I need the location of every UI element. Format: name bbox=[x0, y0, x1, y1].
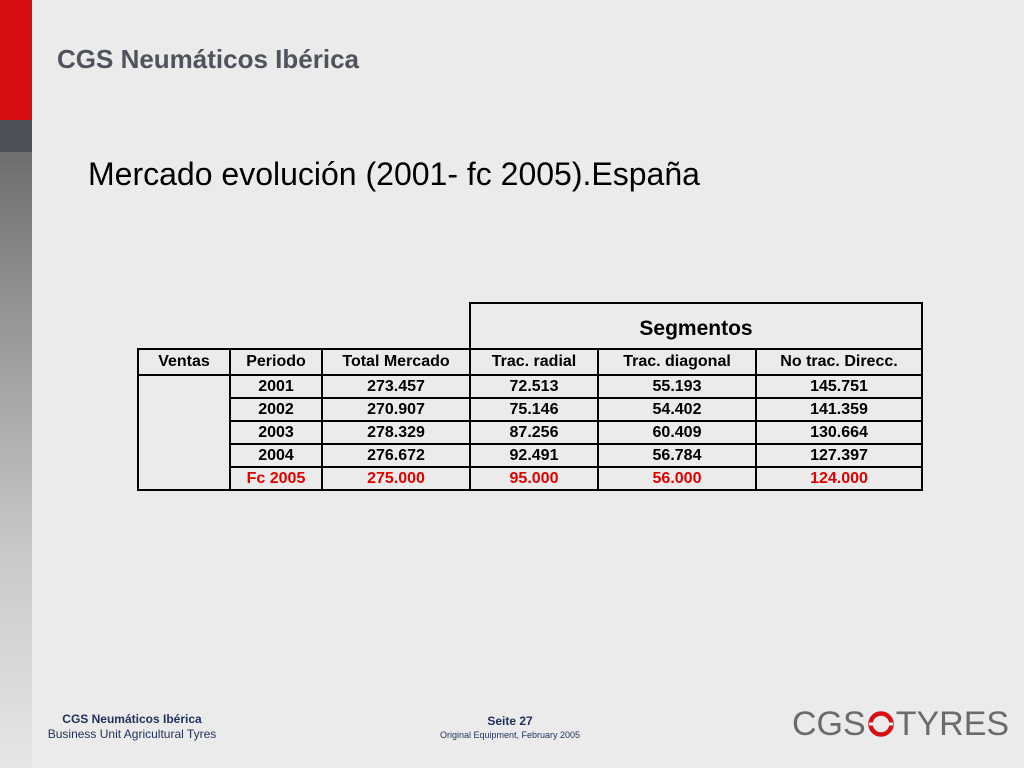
col-header-no-trac-direcc: No trac. Direcc. bbox=[755, 348, 923, 376]
col-header-ventas: Ventas bbox=[137, 348, 231, 376]
cell-notrac: 145.751 bbox=[755, 374, 923, 399]
cell-periodo: 2004 bbox=[229, 443, 323, 468]
cell-diagonal: 55.193 bbox=[597, 374, 757, 399]
table-row: 2003 278.329 87.256 60.409 130.664 bbox=[138, 420, 923, 445]
cell-periodo: 2002 bbox=[229, 397, 323, 422]
table-header-row: Ventas Periodo Total Mercado Trac. radia… bbox=[137, 348, 923, 376]
cgs-tyres-logo: CGS TYRES bbox=[792, 703, 1009, 745]
cell-radial: 72.513 bbox=[469, 374, 599, 399]
market-table: Segmentos Ventas Periodo Total Mercado T… bbox=[137, 302, 923, 491]
cell-notrac: 127.397 bbox=[755, 443, 923, 468]
logo-text-left: CGS bbox=[792, 704, 866, 743]
footer-subtitle: Original Equipment, February 2005 bbox=[439, 730, 581, 740]
table-row: 2001 273.457 72.513 55.193 145.751 bbox=[137, 374, 923, 491]
cell-radial: 87.256 bbox=[469, 420, 599, 445]
slide-title: Mercado evolución (2001- fc 2005).España bbox=[88, 156, 700, 192]
table-row-forecast: Fc 2005 275.000 95.000 56.000 124.000 bbox=[138, 466, 923, 491]
cell-radial: 75.146 bbox=[469, 397, 599, 422]
cell-notrac: 124.000 bbox=[755, 466, 923, 491]
left-bar-red-block bbox=[0, 0, 32, 120]
col-header-periodo: Periodo bbox=[229, 348, 323, 376]
tyre-ring-icon bbox=[867, 711, 894, 737]
cell-total: 270.907 bbox=[321, 397, 471, 422]
cell-total: 275.000 bbox=[321, 466, 471, 491]
cell-total: 276.672 bbox=[321, 443, 471, 468]
cell-notrac: 141.359 bbox=[755, 397, 923, 422]
cell-total: 273.457 bbox=[321, 374, 471, 399]
table-row: 2004 276.672 92.491 56.784 127.397 bbox=[138, 443, 923, 468]
cell-diagonal: 56.784 bbox=[597, 443, 757, 468]
cell-periodo: Fc 2005 bbox=[229, 466, 323, 491]
cell-total: 278.329 bbox=[321, 420, 471, 445]
footer-company-block: CGS Neumáticos Ibérica Business Unit Agr… bbox=[0, 712, 264, 742]
col-header-trac-diagonal: Trac. diagonal bbox=[597, 348, 757, 376]
ventas-span-cell bbox=[137, 374, 231, 491]
cell-periodo: 2001 bbox=[229, 374, 323, 399]
brand-title: CGS Neumáticos Ibérica bbox=[57, 44, 359, 74]
footer-page-number: Seite 27 bbox=[487, 714, 533, 728]
segments-header: Segmentos bbox=[469, 302, 923, 350]
footer-page-block: Seite 27 Original Equipment, February 20… bbox=[405, 714, 615, 742]
cell-diagonal: 60.409 bbox=[597, 420, 757, 445]
cell-periodo: 2003 bbox=[229, 420, 323, 445]
left-bar-gradient bbox=[0, 152, 32, 768]
logo-text-right: TYRES bbox=[895, 704, 1010, 743]
cell-notrac: 130.664 bbox=[755, 420, 923, 445]
cell-diagonal: 54.402 bbox=[597, 397, 757, 422]
footer-unit: Business Unit Agricultural Tyres bbox=[47, 727, 217, 741]
col-header-total-mercado: Total Mercado bbox=[321, 348, 471, 376]
table-row: 2002 270.907 75.146 54.402 141.359 bbox=[138, 397, 923, 422]
table-group-header-row: Segmentos bbox=[138, 302, 923, 350]
col-header-trac-radial: Trac. radial bbox=[469, 348, 599, 376]
footer-company: CGS Neumáticos Ibérica bbox=[62, 712, 202, 726]
left-accent-bar bbox=[0, 0, 32, 768]
cell-radial: 95.000 bbox=[469, 466, 599, 491]
cell-diagonal: 56.000 bbox=[597, 466, 757, 491]
left-bar-dark-block bbox=[0, 120, 32, 152]
cell-radial: 92.491 bbox=[469, 443, 599, 468]
